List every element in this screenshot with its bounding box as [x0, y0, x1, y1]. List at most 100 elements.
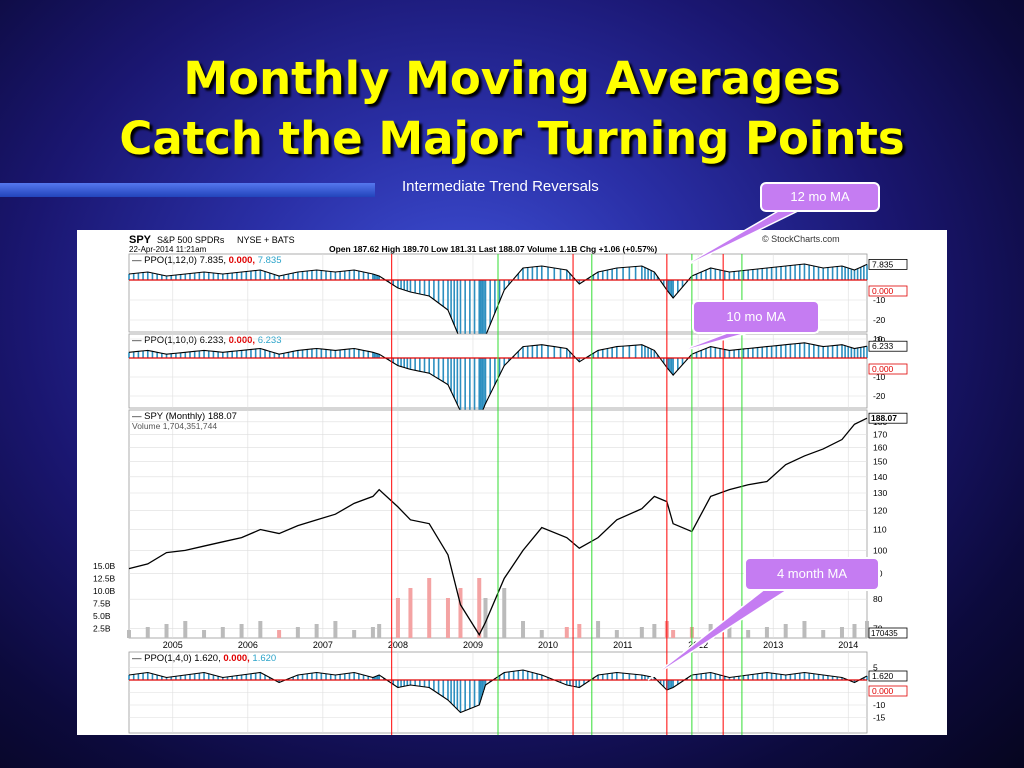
volume-bar	[277, 630, 282, 638]
volume-bar	[220, 627, 225, 638]
chart-panels: — PPO(1,12,0) 7.835, 0.000, 7.835 -10 -20 -…	[93, 253, 908, 735]
panel-label: — PPO(1,12,0) 7.835, 0.000, 7.835	[132, 255, 281, 266]
zero-value-text: 0.000	[872, 686, 894, 696]
volume-bar	[764, 627, 769, 638]
volume-bar	[821, 630, 826, 638]
volume-bar	[127, 630, 131, 638]
axis-tick-label: 120	[873, 506, 887, 516]
volume-bar	[295, 627, 300, 638]
price-line	[128, 417, 868, 637]
volume-bar	[783, 624, 788, 638]
x-axis-year-label: 2005	[163, 640, 183, 650]
axis-tick-label: 5	[873, 663, 878, 673]
x-axis-year-label: 2012	[688, 640, 708, 650]
zero-value-badge	[868, 685, 908, 697]
last-value-badge	[868, 340, 908, 352]
axis-tick-label: 170	[873, 429, 887, 439]
volume-bar	[727, 621, 732, 638]
panel-label-part: 7.835	[255, 255, 281, 266]
volume-bar	[202, 630, 207, 638]
axis-tick-label: -20	[873, 315, 886, 325]
last-value-text: 6.233	[872, 341, 894, 351]
x-axis-year-label: 2010	[538, 640, 558, 650]
volume-bar	[258, 621, 263, 638]
panel-label: — PPO(1,4,0) 1.620, 0.000, 1.620	[132, 653, 276, 664]
axis-tick-label: 150	[873, 457, 887, 467]
volume-bar	[502, 588, 507, 638]
chart-symbol-name: S&P 500 SPDRs	[157, 235, 225, 245]
volume-bar	[445, 598, 450, 638]
x-axis-year-label: 2009	[463, 640, 483, 650]
x-axis-year-label: 2011	[613, 640, 632, 650]
axis-tick-label: -30	[873, 335, 886, 345]
volume-bar	[802, 621, 807, 638]
axis-tick-label: 160	[873, 443, 887, 453]
volume-bar	[483, 598, 488, 638]
last-value-text: 1.620	[872, 671, 894, 681]
x-axis-year-label: 2013	[763, 640, 783, 650]
volume-bar	[708, 624, 713, 638]
volume-tick-label: 15.0B	[93, 561, 116, 571]
panel-label-part: — SPY (Monthly) 188.07	[132, 411, 237, 422]
volume-bar	[852, 624, 857, 638]
volume-bar	[614, 630, 619, 638]
axis-tick-label: 130	[873, 488, 887, 498]
zero-value-badge	[868, 285, 908, 297]
volume-bar	[839, 627, 844, 638]
panel-label: — PPO(1,10,0) 6.233, 0.000, 6.233	[132, 335, 281, 346]
panel-label-part: 0.000,	[226, 255, 255, 266]
last-price-badge	[868, 412, 908, 424]
panel-label-part: 6.233	[255, 335, 281, 346]
last-value-text: 7.835	[872, 259, 894, 269]
volume-tick-label: 7.5B	[93, 599, 111, 609]
axis-tick-label: -20	[873, 391, 886, 401]
x-axis-year-label: 2006	[238, 640, 258, 650]
chart-quote: Open 187.62 High 189.70 Low 181.31 Last …	[329, 244, 657, 254]
last-value-badge	[868, 670, 908, 682]
volume-bar	[370, 627, 375, 638]
panel-label-part: 0.000,	[221, 653, 250, 664]
chart-exchange: NYSE + BATS	[237, 235, 295, 245]
volume-bar	[577, 624, 582, 638]
axis-tick-label: -15	[873, 713, 886, 723]
zero-value-badge	[868, 363, 908, 375]
callout-4-month-ma: 4 month MA	[744, 557, 880, 591]
chart-symbol: SPY	[129, 234, 152, 246]
volume-bar	[564, 627, 569, 638]
volume-tick-label: 12.5B	[93, 574, 116, 584]
volume-tick-label: 5.0B	[93, 611, 111, 621]
panel-label-part: 1.620	[250, 653, 276, 664]
volume-bar	[596, 621, 601, 638]
callout-10-month-ma: 10 mo MA	[692, 300, 820, 334]
zero-value-text: 0.000	[872, 286, 894, 296]
volume-bar	[333, 621, 338, 638]
volume-bar	[377, 624, 382, 638]
volume-bar	[652, 624, 657, 638]
last-price-text: 188.07	[871, 413, 897, 423]
volume-bar	[521, 621, 526, 638]
zero-value-text: 0.000	[872, 364, 894, 374]
axis-tick-label: 110	[873, 525, 887, 535]
volume-bar	[639, 627, 644, 638]
slide-title-line-1: Monthly Moving Averages	[183, 52, 841, 105]
panel-label-part: — PPO(1,12,0) 7.835,	[132, 255, 226, 266]
volume-bar	[239, 624, 244, 638]
volume-bar	[395, 598, 400, 638]
volume-bar	[352, 630, 357, 638]
axis-tick-label: 140	[873, 472, 887, 482]
stock-chart-svg: SPY S&P 500 SPDRs NYSE + BATS 22-Apr-201…	[93, 234, 908, 735]
title-underline-bar	[0, 183, 375, 197]
volume-bar	[183, 621, 188, 638]
volume-label: Volume 1,704,351,744	[132, 421, 217, 431]
volume-bar	[539, 630, 544, 638]
volume-bar	[865, 621, 869, 638]
volume-bar	[477, 578, 482, 638]
axis-tick-label: 80	[873, 594, 883, 604]
x-axis-year-label: 2014	[838, 640, 858, 650]
axis-tick-label: 10	[873, 334, 883, 344]
x-axis-year-label: 2008	[388, 640, 408, 650]
volume-bar	[671, 630, 676, 638]
volume-bar	[408, 588, 413, 638]
volume-bar	[427, 578, 432, 638]
volume-tick-label: 2.5B	[93, 624, 111, 634]
